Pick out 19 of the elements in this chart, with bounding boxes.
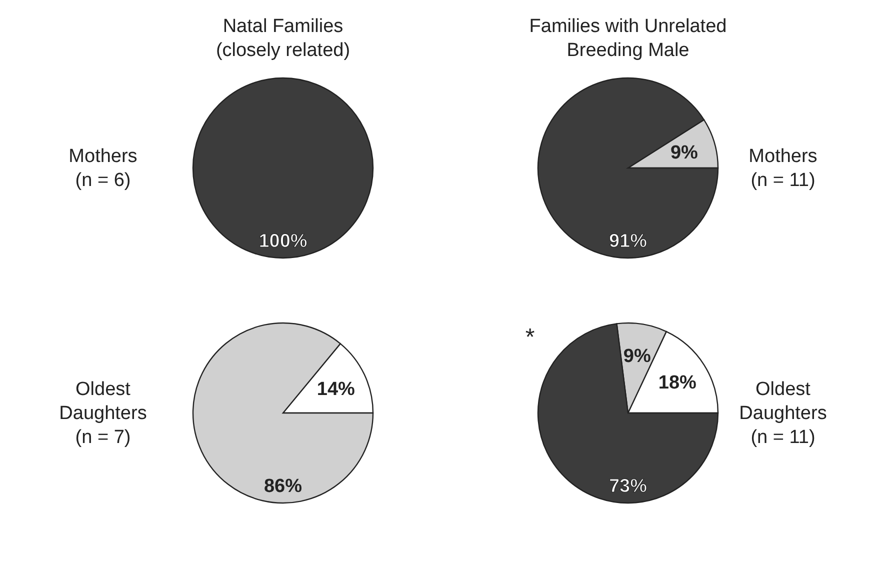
data-label: 9% bbox=[670, 142, 698, 164]
text: Oldest Daughters (n = 7) bbox=[59, 379, 147, 448]
chart-title: Natal Families bbox=[222, 16, 344, 37]
text: * bbox=[525, 324, 535, 351]
data-label: 91% bbox=[608, 231, 648, 252]
data-label: 18% bbox=[658, 372, 697, 394]
chart-subtitle: (closely related) bbox=[216, 40, 350, 61]
text: Mothers (n = 11) bbox=[748, 146, 818, 191]
data-label: 9% bbox=[623, 346, 651, 368]
chart-title: Families with Unrelated Breeding Male bbox=[529, 16, 727, 61]
data-label: 100% bbox=[258, 231, 308, 252]
pie-slice bbox=[537, 77, 719, 259]
text: Oldest Daughters (n = 11) bbox=[739, 379, 827, 448]
data-label: 14% bbox=[316, 379, 356, 400]
data-label: 86% bbox=[264, 476, 302, 497]
data-label: 73% bbox=[608, 476, 648, 497]
pie-slice bbox=[192, 322, 374, 504]
pie-slice bbox=[537, 323, 719, 504]
text: Mothers (n = 6) bbox=[68, 146, 138, 191]
